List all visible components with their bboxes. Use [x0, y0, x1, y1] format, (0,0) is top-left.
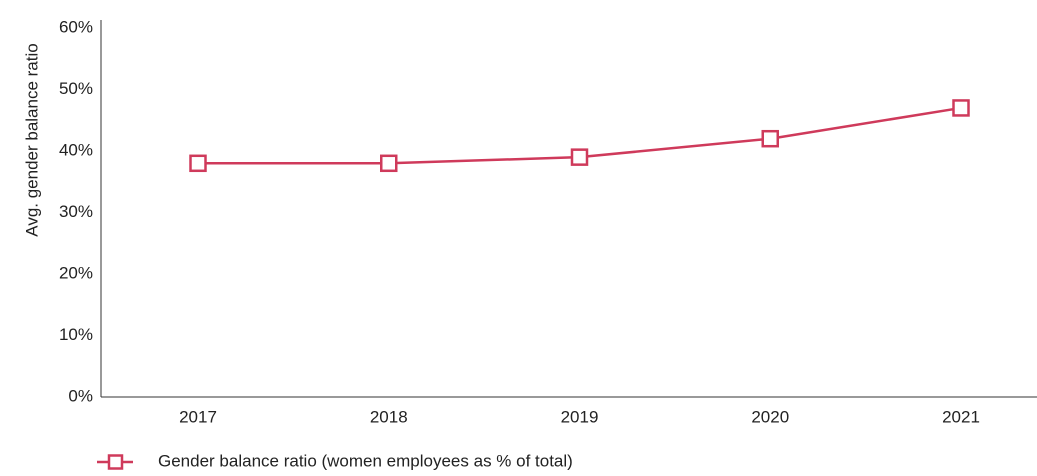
- y-tick-label: 0%: [68, 386, 93, 405]
- point-marker: [952, 99, 970, 117]
- y-axis-label: Avg. gender balance ratio: [22, 43, 41, 236]
- y-tick-label: 50%: [59, 79, 93, 98]
- point-marker: [380, 154, 398, 173]
- y-tick-label: 40%: [59, 140, 93, 159]
- point-marker: [189, 154, 207, 173]
- x-tick-label: 2019: [561, 407, 599, 426]
- x-tick-label: 2020: [751, 407, 789, 426]
- legend-label: Gender balance ratio (women employees as…: [158, 451, 573, 470]
- y-tick-label: 60%: [59, 17, 93, 36]
- x-tick-label: 2021: [942, 407, 980, 426]
- point-marker: [570, 148, 589, 166]
- x-tick-label: 2018: [370, 407, 408, 426]
- point-marker: [761, 129, 779, 148]
- legend-marker: [107, 454, 124, 470]
- y-tick-label: 20%: [59, 263, 93, 282]
- x-tick-label: 2017: [179, 407, 217, 426]
- y-tick-label: 10%: [59, 325, 93, 344]
- y-tick-label: 30%: [59, 202, 93, 221]
